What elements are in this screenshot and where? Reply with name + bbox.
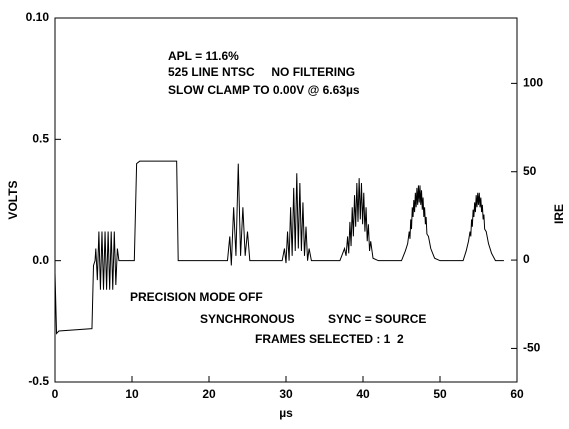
y-tick-label: 0.0	[32, 253, 49, 267]
y-axis-label: VOLTS	[6, 180, 20, 219]
y-tick-label: -0.5	[28, 374, 49, 388]
x-tick-label: 60	[510, 387, 524, 401]
y2-tick-label: 50	[523, 164, 537, 178]
x-tick-label: 50	[433, 387, 447, 401]
y2-tick-label: -50	[523, 341, 541, 355]
annotation: FRAMES SELECTED : 1 2	[255, 332, 404, 346]
annotation: SYNCHRONOUS SYNC = SOURCE	[200, 312, 426, 326]
annotation: PRECISION MODE OFF	[130, 290, 263, 304]
x-tick-label: 0	[52, 387, 59, 401]
y2-axis-label: IRE	[552, 204, 566, 224]
y2-tick-label: 0	[523, 252, 530, 266]
x-tick-label: 10	[125, 387, 139, 401]
y2-tick-label: 100	[523, 76, 543, 90]
x-axis-label: µs	[279, 406, 293, 420]
y-tick-label: 0.10	[26, 10, 50, 24]
x-tick-label: 20	[202, 387, 216, 401]
x-tick-label: 30	[279, 387, 293, 401]
annotation: 525 LINE NTSC NO FILTERING	[168, 65, 355, 79]
x-tick-label: 40	[356, 387, 370, 401]
waveform	[54, 160, 504, 335]
annotation: SLOW CLAMP TO 0.00V @ 6.63µs	[168, 83, 360, 97]
annotation: APL = 11.6%	[168, 49, 239, 63]
y-tick-label: 0.5	[32, 132, 49, 146]
